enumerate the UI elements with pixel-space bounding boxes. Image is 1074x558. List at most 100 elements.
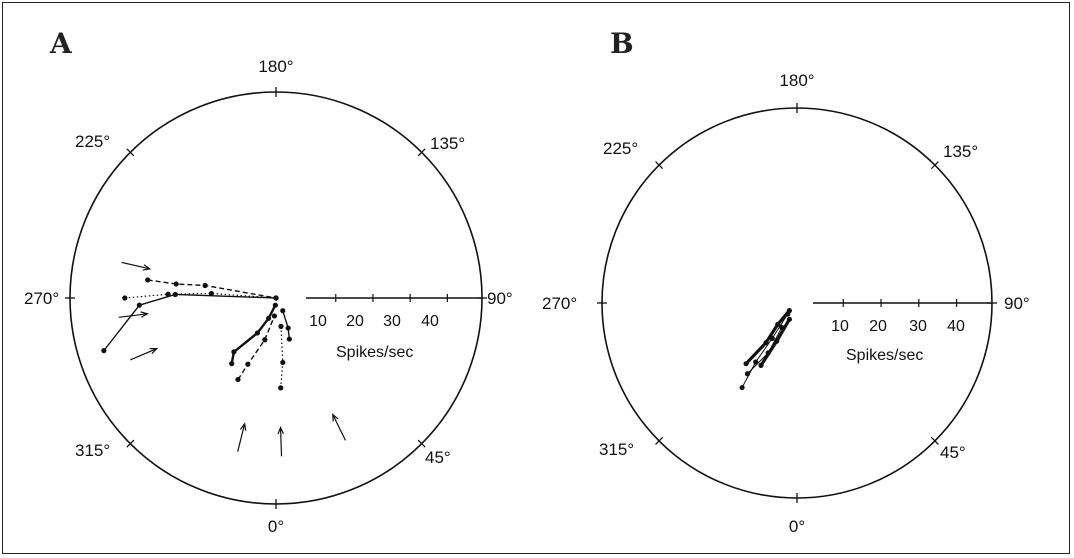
angle-label-0: 0° (789, 517, 805, 536)
angle-tick (930, 161, 939, 170)
arrow-head (140, 311, 149, 318)
data-point (245, 361, 251, 367)
data-point (272, 302, 278, 308)
data-point (266, 315, 272, 321)
data-point (229, 361, 235, 367)
data-point (278, 323, 284, 329)
angle-label-270: 270° (24, 289, 59, 308)
data-point (235, 376, 241, 383)
angle-label-135: 135° (430, 134, 465, 153)
angle-tick (655, 161, 664, 170)
angle-label-270: 270° (542, 294, 577, 313)
radial-axis-ticks (842, 299, 958, 307)
series-line (147, 279, 277, 299)
panel-label-a: A (49, 27, 73, 60)
angle-tick (126, 439, 135, 448)
radial-tick-40: 40 (947, 318, 965, 335)
angle-tick (655, 436, 664, 445)
data-point (101, 348, 107, 354)
arrow-head (239, 422, 247, 431)
data-point (262, 337, 268, 343)
panel-label-b: B (610, 27, 634, 60)
radial-tick-30: 30 (909, 318, 927, 335)
data-point (208, 290, 214, 297)
series-line (237, 315, 276, 380)
data-point (786, 316, 792, 322)
data-point (231, 349, 237, 355)
arrow-head (277, 425, 285, 435)
radial-axis-ticks (335, 294, 448, 302)
radial-tick-10: 10 (309, 313, 327, 330)
angle-tick (417, 439, 426, 448)
series-line (280, 326, 284, 388)
stimulus-arrow (129, 348, 157, 361)
data-point (202, 282, 208, 289)
angle-label-135: 135° (943, 142, 978, 161)
angle-label-225: 225° (603, 139, 638, 158)
data-point (136, 302, 142, 308)
polar-panel-b: B 180° 135° 90° 45° 0° 315° 270° 225° 10… (542, 27, 1030, 536)
data-series-group (739, 308, 792, 391)
radial-tick-30: 30 (383, 313, 401, 330)
series-line (282, 310, 291, 340)
stimulus-arrow (118, 313, 148, 318)
stimulus-arrow (332, 414, 346, 441)
data-point (280, 359, 286, 366)
stimulus-arrows (118, 261, 346, 457)
series-line (103, 293, 277, 352)
series-line (230, 304, 277, 364)
radial-tick-20: 20 (346, 313, 364, 330)
data-point (758, 362, 764, 368)
data-series-group (101, 277, 292, 391)
data-point (145, 277, 151, 283)
angle-label-90: 90° (487, 289, 513, 308)
data-point (286, 336, 292, 342)
angle-tick (417, 148, 426, 157)
angle-label-0: 0° (268, 517, 284, 536)
data-point (775, 321, 781, 328)
data-point (739, 384, 745, 391)
angle-ticks (65, 87, 487, 509)
series-line (124, 292, 277, 299)
angle-label-180: 180° (258, 57, 293, 76)
angle-tick (930, 436, 939, 445)
angle-label-45: 45° (425, 448, 451, 467)
data-point (753, 359, 759, 365)
data-point (280, 308, 286, 314)
data-point (254, 330, 261, 336)
stimulus-arrow (121, 261, 150, 270)
stimulus-arrow (237, 423, 246, 452)
data-point (173, 281, 179, 287)
stimulus-arrow (279, 427, 283, 457)
angle-ticks (597, 103, 997, 503)
data-point (278, 385, 284, 391)
data-point (285, 325, 291, 331)
angle-label-315: 315° (75, 441, 110, 460)
angle-tick (126, 148, 135, 157)
angle-label-315: 315° (599, 440, 634, 459)
radial-tick-20: 20 (869, 318, 887, 335)
radial-tick-10: 10 (831, 318, 849, 335)
data-point (765, 350, 771, 356)
angle-label-90: 90° (1004, 294, 1030, 313)
series-line (744, 309, 791, 365)
data-point (744, 371, 751, 377)
angle-label-225: 225° (75, 132, 110, 151)
data-point (786, 308, 792, 314)
arrow-head (142, 264, 152, 271)
arrow-head (332, 413, 339, 422)
angle-label-45: 45° (940, 443, 966, 462)
radial-tick-40: 40 (421, 313, 439, 330)
radial-axis-label: Spikes/sec (846, 347, 923, 364)
data-point (779, 324, 785, 331)
data-point (165, 291, 171, 297)
angle-label-180: 180° (779, 71, 814, 90)
data-point (172, 291, 178, 298)
data-point (271, 313, 278, 319)
polar-panel-a: A 180° 135° 90° 45° 0° 315° 270° 225° 10… (24, 27, 513, 536)
radial-axis-label: Spikes/sec (336, 344, 413, 361)
data-point (763, 340, 769, 346)
data-point (122, 295, 128, 301)
